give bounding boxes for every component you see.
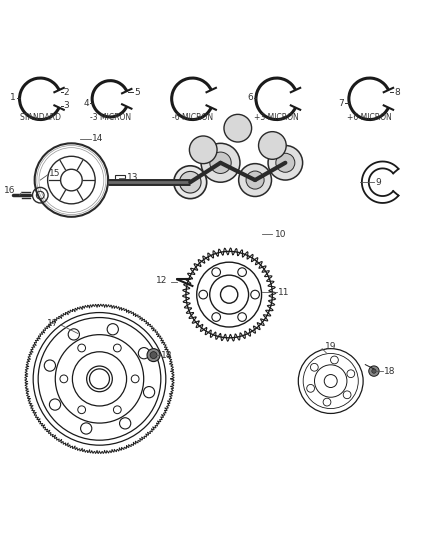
Circle shape: [107, 324, 118, 335]
Circle shape: [60, 375, 68, 383]
Circle shape: [238, 268, 247, 277]
Circle shape: [199, 290, 208, 299]
Text: 1: 1: [10, 93, 16, 102]
Text: +3 MICRON: +3 MICRON: [254, 113, 299, 122]
Circle shape: [120, 418, 131, 429]
Circle shape: [138, 348, 149, 359]
Text: 7: 7: [338, 99, 344, 108]
Circle shape: [81, 423, 92, 434]
Circle shape: [189, 136, 217, 164]
Circle shape: [307, 384, 314, 392]
Circle shape: [246, 171, 264, 189]
Text: 11: 11: [278, 288, 290, 297]
Circle shape: [251, 290, 259, 299]
Circle shape: [201, 143, 240, 182]
Circle shape: [144, 386, 155, 398]
Circle shape: [180, 172, 201, 193]
Text: 4: 4: [84, 99, 89, 108]
Text: +6 MICRON: +6 MICRON: [347, 113, 392, 122]
Circle shape: [323, 398, 331, 406]
Circle shape: [212, 268, 220, 277]
Text: 18: 18: [384, 367, 396, 376]
Circle shape: [210, 152, 231, 173]
Circle shape: [49, 399, 60, 410]
Text: 2: 2: [64, 88, 69, 97]
Circle shape: [276, 154, 295, 172]
Text: 16: 16: [4, 187, 15, 196]
Text: 19: 19: [325, 342, 336, 351]
Circle shape: [372, 369, 376, 373]
Text: -6 MICRON: -6 MICRON: [172, 113, 213, 122]
Circle shape: [78, 406, 85, 414]
Text: STANDARD: STANDARD: [19, 113, 61, 122]
Circle shape: [78, 344, 85, 352]
Circle shape: [258, 132, 286, 159]
Circle shape: [113, 406, 121, 414]
Circle shape: [147, 349, 160, 361]
Text: 15: 15: [49, 169, 60, 178]
Circle shape: [369, 366, 379, 376]
Circle shape: [113, 344, 121, 352]
Text: 14: 14: [92, 134, 103, 143]
Circle shape: [331, 356, 338, 364]
Text: 18: 18: [161, 351, 173, 360]
Circle shape: [268, 146, 303, 180]
Circle shape: [347, 370, 355, 377]
Text: 5: 5: [134, 88, 140, 97]
Text: 3: 3: [64, 101, 69, 110]
Text: 17: 17: [47, 319, 58, 328]
Text: 9: 9: [375, 177, 381, 187]
Text: 12: 12: [156, 276, 168, 285]
Circle shape: [174, 166, 207, 199]
Circle shape: [239, 164, 272, 197]
Circle shape: [89, 369, 110, 389]
Circle shape: [343, 391, 351, 399]
Circle shape: [224, 115, 251, 142]
Text: -3 MICRON: -3 MICRON: [90, 113, 131, 122]
Circle shape: [131, 375, 139, 383]
Circle shape: [44, 360, 56, 371]
Circle shape: [212, 313, 220, 321]
Circle shape: [238, 313, 247, 321]
Text: 10: 10: [275, 230, 286, 239]
Text: 8: 8: [394, 88, 400, 97]
FancyBboxPatch shape: [115, 175, 125, 180]
Text: 13: 13: [127, 173, 138, 182]
Circle shape: [68, 329, 79, 340]
Circle shape: [311, 364, 318, 371]
Circle shape: [150, 352, 157, 359]
Text: 6: 6: [247, 93, 253, 102]
